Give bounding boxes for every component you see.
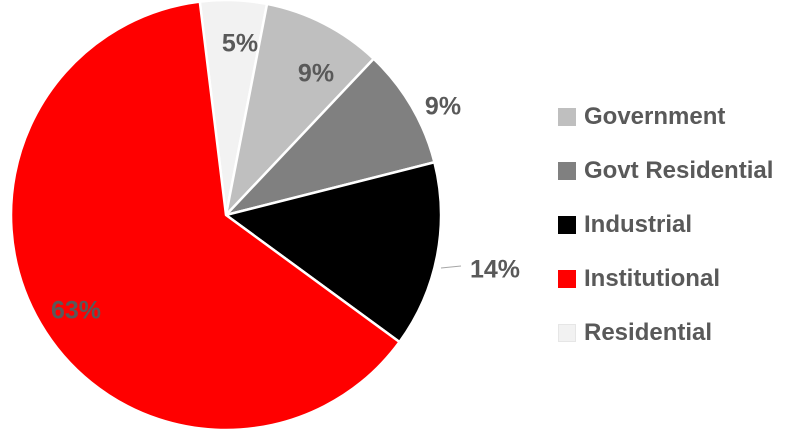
- pie-slices: [9, 0, 443, 432]
- legend-item-industrial: Industrial: [558, 198, 804, 252]
- legend-label-govt-residential: Govt Residential: [584, 157, 774, 184]
- legend-item-government: Government: [558, 90, 804, 144]
- pie-slice-institutional: [9, 0, 401, 432]
- legend-label-institutional: Institutional: [584, 265, 720, 292]
- pie-slice-govt-residential: [224, 57, 436, 217]
- pie-slice-industrial: [224, 161, 443, 344]
- data-label-institutional: 63%: [51, 297, 101, 325]
- legend-label-industrial: Industrial: [584, 211, 693, 238]
- pie-slice-government: [224, 2, 375, 217]
- legend-swatch-residential: [558, 324, 576, 342]
- legend: Government Govt Residential Industrial I…: [558, 90, 804, 360]
- legend-label-residential: Residential: [584, 319, 713, 346]
- legend-item-institutional: Institutional: [558, 252, 804, 306]
- legend-swatch-institutional: [558, 270, 576, 288]
- data-label-govt-residential: 9%: [425, 93, 461, 121]
- data-label-government: 9%: [298, 60, 334, 88]
- legend-swatch-government: [558, 108, 576, 126]
- legend-label-government: Government: [584, 103, 726, 130]
- legend-item-residential: Residential: [558, 306, 804, 360]
- legend-swatch-govt-residential: [558, 162, 576, 180]
- data-labels: 5% 9% 9% 14% 63%: [51, 30, 520, 325]
- legend-item-govt-residential: Govt Residential: [558, 144, 804, 198]
- data-label-industrial: 14%: [470, 256, 520, 284]
- leader-lines: [440, 265, 462, 269]
- leader-line-industrial: [440, 265, 462, 269]
- data-label-residential: 5%: [222, 30, 258, 58]
- legend-swatch-industrial: [558, 216, 576, 234]
